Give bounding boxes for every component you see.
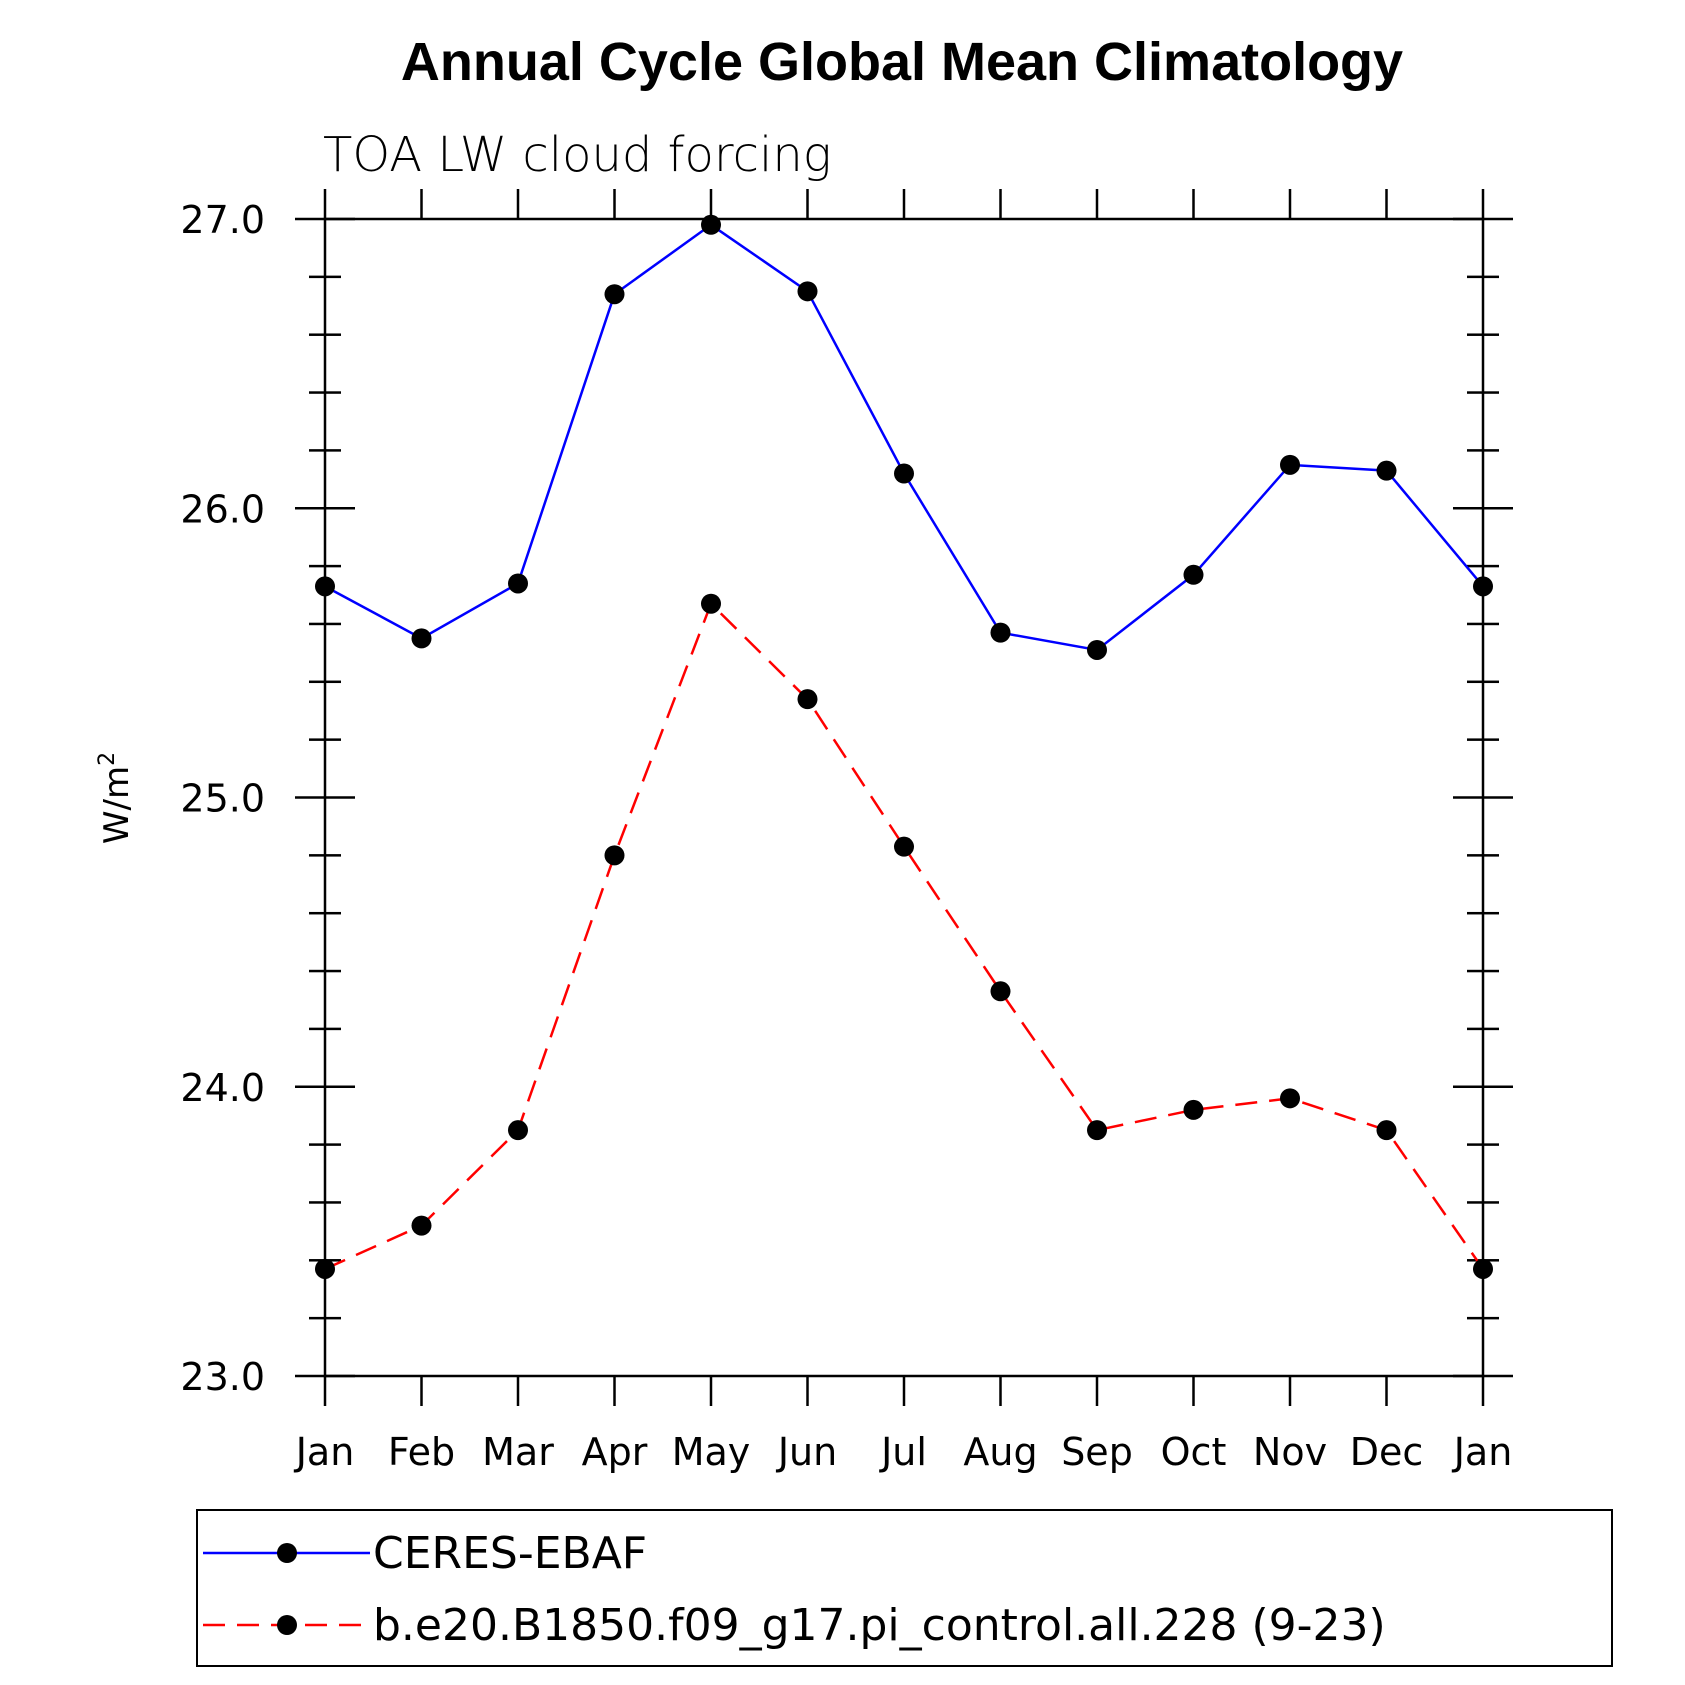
- y-tick-label: 23.0: [180, 1355, 265, 1399]
- series-point-1: [1376, 1120, 1397, 1141]
- series-point-1: [411, 1215, 432, 1236]
- x-axis-ticks: [323, 189, 1485, 1406]
- series-point-1: [508, 1120, 528, 1141]
- series-point-1: [990, 981, 1011, 1002]
- series-point-0: [894, 463, 914, 484]
- y-tick-label: 27.0: [180, 198, 265, 242]
- series-point-1: [604, 845, 625, 866]
- series-line-0: [324, 223, 1484, 652]
- x-tick-label: Dec: [1350, 1430, 1424, 1474]
- x-tick-label: Jan: [294, 1430, 355, 1474]
- x-tick-label: Feb: [388, 1430, 455, 1474]
- series-point-0: [508, 573, 528, 594]
- series-point-0: [315, 576, 335, 597]
- y-axis-label-superscript: 2: [95, 752, 120, 766]
- series-point-1: [1280, 1088, 1300, 1109]
- series-point-0: [411, 628, 432, 649]
- legend-label-model: b.e20.B1850.f09_g17.pi_control.all.228 (…: [373, 1600, 1386, 1651]
- x-tick-label: Aug: [963, 1430, 1037, 1474]
- series-layer: [315, 214, 1493, 1279]
- legend: CERES-EBAF b.e20.B1850.f09_g17.pi_contro…: [196, 1509, 1613, 1667]
- legend-label-ceres: CERES-EBAF: [373, 1528, 647, 1579]
- x-axis-tick-labels: Jan Feb Mar Apr May Jun Jul Aug Sep Oct Nov Dec Jan: [294, 1430, 1513, 1474]
- series-point-0: [604, 284, 625, 305]
- legend-box: [196, 1509, 1613, 1667]
- x-tick-label: Jun: [776, 1430, 837, 1474]
- series-point-1: [1473, 1258, 1493, 1279]
- series-point-0: [701, 214, 721, 235]
- chart-subtitle: TOA LW cloud forcing: [323, 127, 832, 183]
- series-point-0: [1376, 460, 1397, 481]
- x-tick-label: Nov: [1253, 1430, 1327, 1474]
- series-point-0: [1087, 639, 1107, 660]
- series-point-0: [1473, 576, 1493, 597]
- chart-title: Annual Cycle Global Mean Climatology: [401, 32, 1403, 92]
- legend-marker-ceres: [277, 1543, 297, 1563]
- x-tick-label: Jan: [1452, 1430, 1513, 1474]
- series-point-1: [1183, 1099, 1204, 1120]
- series-point-1: [315, 1258, 335, 1279]
- series-point-0: [1183, 564, 1204, 585]
- y-axis-tick-labels: 23.0 24.0 25.0 26.0 27.0: [180, 198, 265, 1399]
- y-tick-label: 26.0: [180, 487, 265, 531]
- plot-frame: [323, 217, 1485, 1378]
- y-axis-ticks: [295, 217, 1513, 1378]
- series-point-0: [797, 281, 818, 302]
- x-tick-label: Apr: [582, 1430, 648, 1474]
- legend-marker-model: [277, 1615, 297, 1635]
- series-point-1: [797, 689, 818, 710]
- series-line-1: [324, 601, 1485, 1271]
- x-tick-label: Sep: [1061, 1430, 1133, 1474]
- x-tick-label: Jul: [879, 1430, 927, 1474]
- x-tick-label: May: [672, 1430, 751, 1474]
- series-point-0: [990, 622, 1011, 643]
- y-axis-label-base: W/m: [97, 766, 137, 844]
- x-tick-label: Oct: [1161, 1430, 1227, 1474]
- series-point-0: [1280, 454, 1300, 475]
- series-point-1: [701, 593, 721, 614]
- y-tick-label: 24.0: [180, 1066, 265, 1110]
- series-point-1: [894, 836, 914, 857]
- series-point-1: [1087, 1120, 1107, 1141]
- y-axis-label: W/m2: [95, 752, 137, 844]
- y-tick-label: 25.0: [180, 777, 265, 821]
- x-tick-label: Mar: [482, 1430, 554, 1474]
